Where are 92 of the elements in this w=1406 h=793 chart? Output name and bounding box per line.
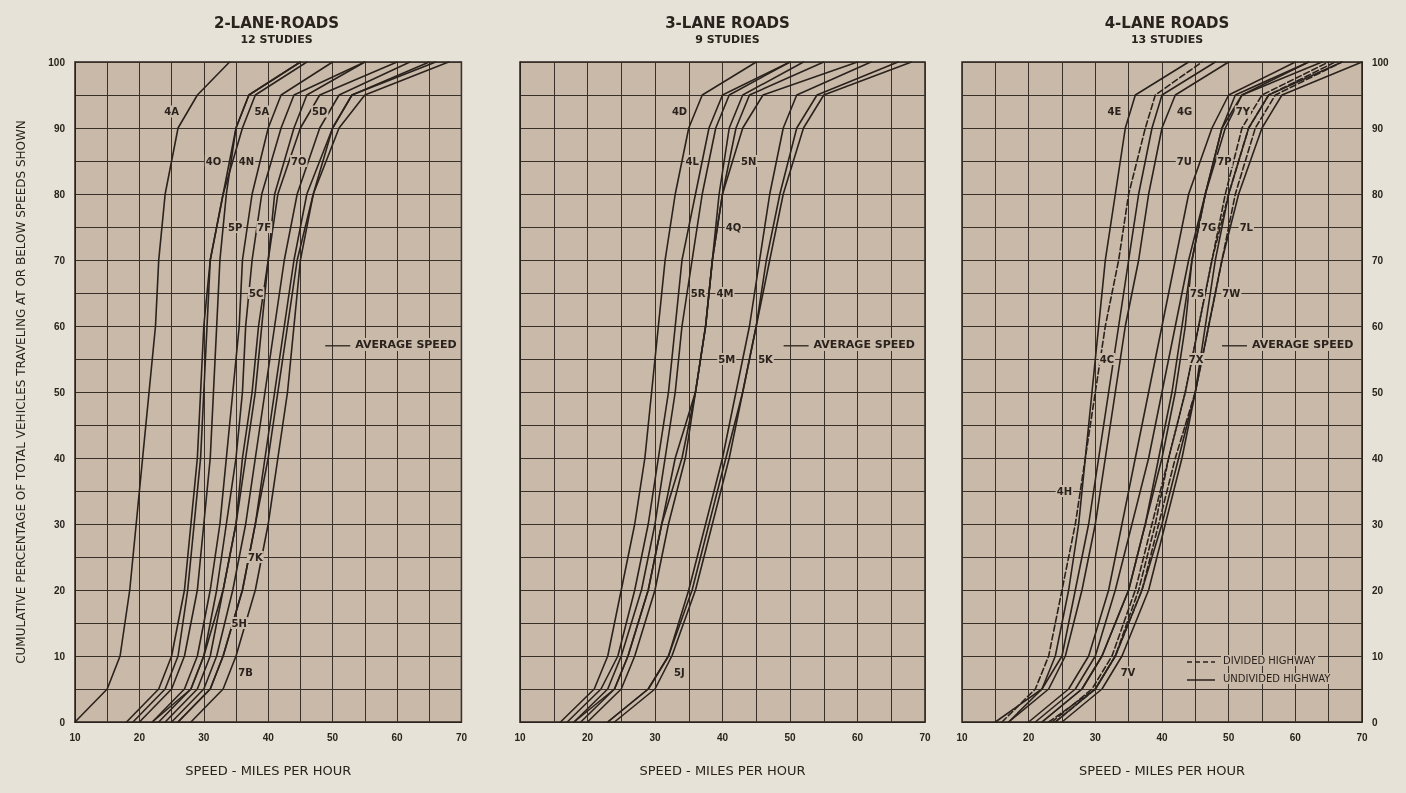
y-tick-label: 90 <box>1372 122 1384 134</box>
series-label: 5M <box>718 353 736 365</box>
chart-subtitle: 9 STUDIES <box>695 33 760 46</box>
x-axis-title: SPEED - MILES PER HOUR <box>639 763 806 778</box>
y-tick-label: 50 <box>53 386 66 398</box>
series-label: 4H <box>1056 485 1072 497</box>
series-label: 4C <box>1099 353 1115 365</box>
x-tick-label: 10 <box>514 731 526 743</box>
series-label: 4O <box>205 155 222 167</box>
series-label: 5H <box>231 617 247 629</box>
x-tick-label: 60 <box>1289 731 1302 743</box>
x-tick-label: 10 <box>956 731 968 743</box>
series-label: 7F <box>257 221 272 233</box>
chart-subtitle: 12 STUDIES <box>240 33 313 46</box>
x-tick-label: 40 <box>1156 731 1168 743</box>
series-label: 4G <box>1177 106 1193 117</box>
chart-title: 3-LANE ROADS <box>665 13 790 32</box>
series-label: 5N <box>740 155 757 167</box>
annotation: AVERAGE SPEED <box>811 337 917 351</box>
series-label: 4Q <box>725 221 742 233</box>
x-tick-label: 50 <box>1223 731 1235 743</box>
x-tick-label: 10 <box>69 731 81 743</box>
y-tick-label: 70 <box>1372 254 1384 266</box>
series-label: 4N <box>238 155 255 167</box>
y-tick-label: 60 <box>53 320 66 332</box>
y-tick-label: 80 <box>53 188 66 200</box>
y-tick-label: 30 <box>53 518 66 530</box>
series-label: 4D <box>671 106 688 117</box>
series-label: 7Y <box>1235 106 1251 117</box>
series-label: 5A <box>254 106 270 117</box>
x-tick-label: 70 <box>1356 731 1368 743</box>
y-tick-label: 20 <box>1372 584 1384 596</box>
y-tick-label: 60 <box>1372 320 1384 332</box>
y-tick-label: 0 <box>1372 716 1378 728</box>
series-label: 7S <box>1189 287 1205 299</box>
annotation: AVERAGE SPEED <box>353 337 459 351</box>
x-tick-label: 40 <box>716 731 729 743</box>
chart-title: 2-LANE·ROADS <box>213 13 340 32</box>
x-axis-title: SPEED - MILES PER HOUR <box>1078 763 1246 778</box>
series-label: 7W <box>1222 287 1241 299</box>
x-tick-label: 20 <box>133 731 146 743</box>
y-tick-label: 100 <box>1372 56 1390 68</box>
x-tick-label: 30 <box>198 731 210 743</box>
series-label: 7L <box>1239 221 1254 233</box>
series-label: 7O <box>291 155 307 167</box>
series-label: 4L <box>685 155 700 167</box>
y-tick-label: 50 <box>1372 386 1384 398</box>
y-tick-label: 70 <box>53 254 66 266</box>
series-label: 7X <box>1188 353 1204 365</box>
y-tick-label: 30 <box>1372 518 1384 530</box>
series-label: 4A <box>164 106 180 117</box>
series-label: 5K <box>758 353 775 365</box>
chart-subtitle: 13 STUDIES <box>1130 33 1204 46</box>
series-label: 5D <box>312 106 328 117</box>
series-label: 4M <box>716 287 734 299</box>
series-label: 7K <box>247 551 264 563</box>
x-tick-label: 30 <box>1089 731 1102 743</box>
y-tick-label: 10 <box>1372 650 1384 662</box>
annotation: UNDIVIDED HIGHWAY <box>1221 673 1333 684</box>
y-tick-label: 20 <box>53 584 66 596</box>
y-tick-label: 80 <box>1372 188 1384 200</box>
series-label: 4E <box>1107 106 1122 117</box>
series-label: 7G <box>1201 221 1217 233</box>
y-tick-label: 90 <box>53 122 66 134</box>
x-tick-label: 60 <box>391 731 404 743</box>
series-label: 5R <box>690 287 706 299</box>
series-label: 5C <box>248 287 264 299</box>
series-label: 5J <box>674 667 685 678</box>
x-tick-label: 70 <box>455 731 468 743</box>
x-tick-label: 30 <box>649 731 661 743</box>
y-tick-label: 0 <box>59 716 66 728</box>
annotation: DIVIDED HIGHWAY <box>1221 655 1318 666</box>
y-axis-title: CUMULATIVE PERCENTAGE OF TOTAL VEHICLES TRAVELING AT OR BELOW SPEEDS SHOWN <box>14 120 28 664</box>
chart-title: 4-LANE ROADS <box>1104 13 1230 32</box>
x-tick-label: 50 <box>784 731 796 743</box>
x-tick-label: 40 <box>262 731 275 743</box>
x-tick-label: 20 <box>581 731 594 743</box>
x-tick-label: 60 <box>851 731 864 743</box>
y-tick-label: 40 <box>1372 452 1384 464</box>
y-tick-label: 10 <box>53 650 66 662</box>
x-tick-label: 50 <box>327 731 339 743</box>
series-label: 7B <box>238 667 253 678</box>
x-tick-label: 20 <box>1023 731 1035 743</box>
x-tick-label: 70 <box>919 731 931 743</box>
x-axis-title: SPEED - MILES PER HOUR <box>185 763 352 778</box>
y-tick-label: 100 <box>48 56 66 68</box>
series-label: 7U <box>1176 155 1192 167</box>
series-label: 7P <box>1217 155 1232 167</box>
series-label: 5P <box>228 221 243 233</box>
series-label: 7V <box>1120 667 1136 678</box>
annotation: AVERAGE SPEED <box>1250 337 1356 351</box>
y-tick-label: 40 <box>53 452 66 464</box>
